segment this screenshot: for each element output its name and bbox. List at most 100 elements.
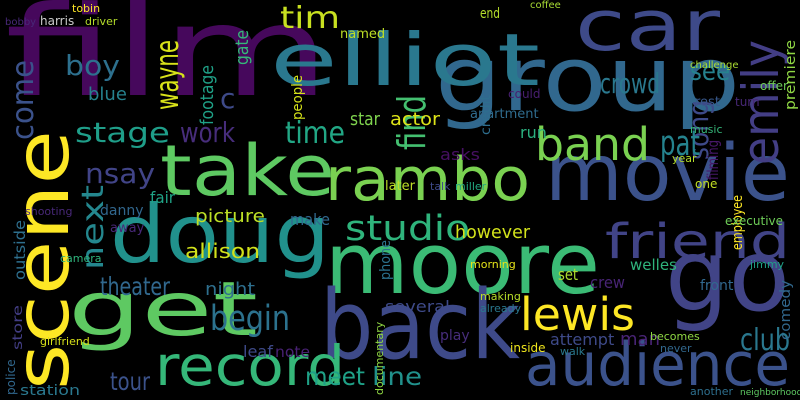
word: run xyxy=(520,123,547,142)
word: premiere xyxy=(783,40,799,110)
word: store xyxy=(11,305,26,350)
word: one xyxy=(695,177,717,191)
word: pat xyxy=(660,124,700,164)
word: music xyxy=(690,123,723,136)
word: audience xyxy=(525,330,790,400)
word: danny xyxy=(100,203,144,219)
word: tim xyxy=(280,1,340,36)
word: film xyxy=(5,0,330,125)
word: never xyxy=(660,342,692,355)
word: harris xyxy=(40,14,74,28)
word: tobin xyxy=(72,2,100,15)
word: filming xyxy=(704,140,722,180)
word: walk xyxy=(560,345,586,358)
word: allison xyxy=(185,239,260,263)
word: see xyxy=(690,57,730,87)
word: girlfriend xyxy=(40,335,90,348)
word: emily xyxy=(732,40,790,165)
word: elliot xyxy=(270,18,540,102)
word: employee xyxy=(730,195,746,250)
word: camera xyxy=(60,252,102,265)
word: nsay xyxy=(85,157,155,190)
word: shooting xyxy=(25,205,73,218)
word: talk xyxy=(430,180,451,193)
word: gate xyxy=(232,30,253,65)
word: offer xyxy=(760,79,788,93)
word: police xyxy=(4,359,18,395)
word: set xyxy=(558,265,578,284)
word: year xyxy=(672,152,697,165)
word: front xyxy=(700,278,734,294)
word: lewis xyxy=(520,288,635,341)
word: turn xyxy=(735,95,760,109)
word: come xyxy=(6,60,41,140)
word: could xyxy=(508,87,541,101)
word: tour xyxy=(110,367,151,396)
word: go xyxy=(665,217,790,334)
word: rest xyxy=(695,95,720,110)
word: group xyxy=(435,27,740,132)
word: inside xyxy=(510,341,546,355)
word: friend xyxy=(605,214,790,270)
word: back xyxy=(320,271,520,381)
word: making xyxy=(480,290,521,303)
word: already xyxy=(480,302,522,315)
word: welles xyxy=(630,256,677,274)
word: night xyxy=(205,279,255,300)
word: people xyxy=(290,75,306,120)
word: credit xyxy=(479,95,494,135)
word: however xyxy=(455,222,531,243)
word: moore xyxy=(325,215,600,314)
word: song xyxy=(682,100,715,160)
word: fair xyxy=(150,188,175,207)
word: phone xyxy=(378,240,394,280)
word: club xyxy=(740,323,790,358)
word: make xyxy=(290,210,330,229)
word: wayne xyxy=(148,40,186,110)
word: morning xyxy=(470,258,516,271)
word: rambo xyxy=(325,145,530,215)
word: scene xyxy=(0,130,86,390)
word: find xyxy=(390,95,434,150)
word: doug xyxy=(110,188,330,281)
word: named xyxy=(340,27,385,42)
word: miller xyxy=(455,180,487,193)
word: band xyxy=(535,118,650,171)
word: becomes xyxy=(650,330,700,343)
word: work xyxy=(180,116,236,149)
word: blue xyxy=(88,84,127,105)
word: outside xyxy=(11,220,29,280)
word: begin xyxy=(210,299,290,339)
word: crowd xyxy=(600,67,660,100)
word: time xyxy=(285,116,345,151)
word: note xyxy=(275,343,310,361)
word: footage xyxy=(197,65,218,125)
word: challenge xyxy=(690,60,739,71)
word: next xyxy=(76,185,111,270)
word: driver xyxy=(85,15,118,28)
word: play xyxy=(440,328,470,344)
word: leaf xyxy=(243,342,273,361)
word: record xyxy=(155,334,345,398)
word: actor xyxy=(390,109,441,130)
word: jimmy xyxy=(749,258,785,271)
word: c xyxy=(220,82,235,115)
word: take xyxy=(160,130,335,212)
word: end xyxy=(480,6,500,22)
word: asks xyxy=(440,145,480,164)
word: apartment xyxy=(470,107,539,122)
word: comedy xyxy=(778,280,794,340)
word: movie xyxy=(545,129,790,219)
word: theater xyxy=(100,272,171,301)
word: documentary xyxy=(373,321,386,395)
word: several xyxy=(385,297,450,316)
word: attempt xyxy=(550,330,614,349)
word: crew xyxy=(590,273,625,292)
word: man xyxy=(620,329,660,350)
word: station xyxy=(20,383,80,399)
word: another xyxy=(690,385,733,398)
word: studio xyxy=(345,209,470,249)
